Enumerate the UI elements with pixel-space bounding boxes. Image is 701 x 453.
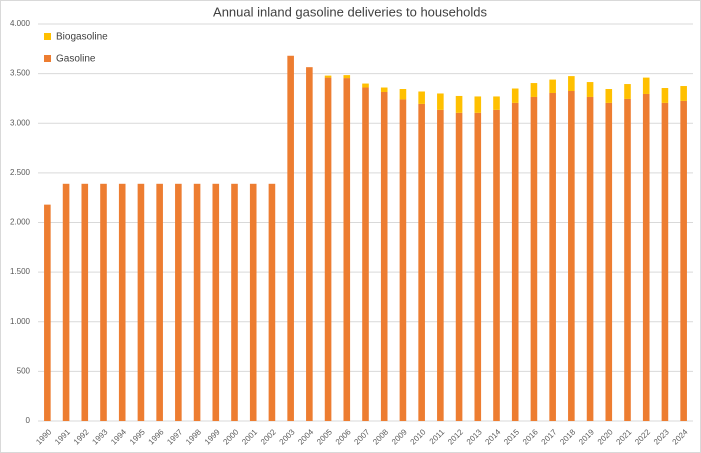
- bar: [306, 67, 313, 421]
- bar: [362, 83, 369, 88]
- chart-title: Annual inland gasoline deliveries to hou…: [213, 4, 487, 19]
- bar: [455, 112, 463, 422]
- bar: [493, 96, 500, 110]
- y-tick-label: 500: [17, 366, 31, 375]
- bar: [193, 183, 201, 421]
- bar: [399, 89, 407, 100]
- bar: [62, 183, 70, 421]
- bar: [175, 183, 182, 421]
- bar: [380, 91, 388, 421]
- bar: [118, 183, 126, 421]
- bar: [474, 112, 482, 422]
- bar: [642, 77, 650, 94]
- bar: [549, 79, 556, 93]
- bar: [437, 93, 444, 110]
- bar: [287, 55, 294, 421]
- bar: [249, 183, 257, 421]
- bar: [680, 100, 687, 421]
- bar: [100, 183, 107, 421]
- y-tick-label: 4.000: [10, 19, 31, 28]
- y-tick-label: 3.000: [10, 118, 31, 127]
- bar: [493, 109, 500, 421]
- bar: [586, 96, 594, 421]
- bar: [605, 102, 613, 421]
- bar: [642, 93, 650, 421]
- legend-swatch: [44, 55, 51, 62]
- y-tick-label: 2.000: [10, 218, 31, 227]
- bar: [586, 82, 594, 97]
- bar: [568, 90, 575, 422]
- bar: [680, 86, 687, 101]
- bar: [661, 102, 669, 421]
- bar: [137, 183, 145, 421]
- bar: [530, 83, 538, 97]
- bar: [437, 109, 444, 421]
- bar: [268, 183, 276, 421]
- legend-label: Gasoline: [56, 54, 96, 65]
- bar: [324, 75, 332, 78]
- y-tick-label: 2.500: [10, 168, 31, 177]
- bar: [81, 183, 89, 421]
- legend-swatch: [44, 33, 51, 40]
- bar: [362, 87, 369, 422]
- bar: [343, 78, 351, 421]
- bar: [605, 89, 613, 103]
- bar: [418, 103, 425, 422]
- bar: [399, 99, 407, 422]
- bar: [530, 96, 538, 421]
- bar: [231, 183, 238, 421]
- bar: [624, 84, 631, 99]
- bar: [324, 77, 332, 421]
- y-tick-label: 3.500: [10, 69, 31, 78]
- legend-label: Biogasoline: [56, 32, 108, 43]
- bar: [661, 88, 669, 103]
- bar: [511, 102, 519, 421]
- bar: [44, 204, 51, 421]
- bar: [549, 92, 556, 421]
- y-tick-label: 0: [26, 416, 31, 425]
- bar: [568, 76, 575, 91]
- bar: [380, 87, 388, 92]
- y-tick-label: 1.000: [10, 317, 31, 326]
- bar: [624, 98, 631, 421]
- bar: [156, 183, 163, 421]
- bar: [474, 96, 482, 113]
- bar: [343, 75, 351, 79]
- bar: [455, 95, 463, 113]
- bar: [511, 88, 519, 103]
- bar: [212, 183, 220, 421]
- bar: [418, 91, 425, 104]
- y-tick-label: 1.500: [10, 267, 31, 276]
